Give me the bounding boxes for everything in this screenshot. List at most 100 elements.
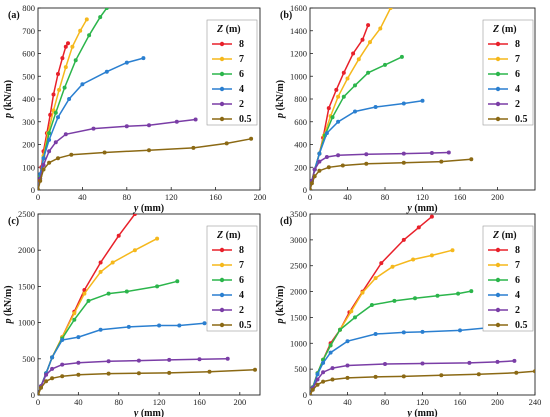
legend-entry: 2	[239, 99, 244, 110]
x-axis-label: y (mm)	[133, 203, 164, 214]
data-point	[47, 131, 52, 136]
data-point	[401, 160, 406, 165]
series-line-z2	[38, 358, 228, 395]
data-point	[147, 123, 151, 128]
y-tick-label: 2000	[290, 287, 307, 297]
y-axis-label: p (kN/m)	[275, 80, 286, 119]
data-point	[310, 181, 314, 186]
data-point	[345, 375, 350, 380]
data-point	[124, 60, 129, 65]
x-tick-label: 160	[193, 397, 206, 407]
data-point	[469, 289, 474, 294]
data-point	[368, 40, 372, 45]
data-point	[326, 106, 331, 111]
y-tick-label: 1500	[18, 281, 35, 291]
x-axis-label: y (mm)	[133, 408, 164, 417]
legend-entry: 2	[239, 305, 244, 316]
legend-marker	[495, 307, 501, 313]
y-tick-label: 1400	[290, 26, 307, 36]
data-point	[390, 264, 395, 269]
x-tick-label: 200	[491, 397, 504, 407]
data-point	[56, 156, 60, 161]
data-point	[69, 152, 74, 157]
data-point	[429, 151, 434, 155]
data-point	[469, 157, 474, 162]
data-point	[310, 188, 312, 190]
data-point	[338, 327, 342, 332]
legend-marker	[219, 292, 225, 298]
data-point	[106, 359, 111, 364]
data-point	[429, 253, 434, 258]
legend-title: Z (m)	[216, 230, 241, 241]
series-group	[310, 8, 474, 190]
data-point	[435, 293, 440, 298]
y-tick-label: 1000	[290, 71, 307, 81]
data-point	[51, 92, 56, 97]
data-point	[321, 360, 326, 365]
data-point	[420, 329, 425, 334]
data-point	[345, 363, 350, 368]
data-point	[56, 72, 60, 76]
data-point	[72, 311, 77, 316]
data-point	[312, 167, 317, 172]
data-point	[360, 37, 365, 42]
y-tick-label: 0	[303, 390, 307, 400]
legend-entry: 7	[239, 54, 244, 65]
data-point	[495, 359, 500, 364]
y-tick-label: 200	[22, 140, 35, 150]
data-point	[310, 393, 312, 395]
y-tick-label: 1000	[290, 338, 307, 348]
x-tick-label: 80	[381, 192, 390, 202]
y-tick-label: 1500	[290, 312, 307, 322]
data-point	[450, 248, 455, 253]
y-tick-label: 100	[22, 162, 35, 172]
series-group	[310, 214, 535, 395]
data-point	[373, 332, 378, 336]
data-point	[330, 377, 335, 382]
data-point	[467, 360, 472, 365]
data-point	[102, 150, 107, 155]
series-line-z6	[310, 56, 403, 190]
series-group	[38, 8, 254, 190]
data-point	[53, 140, 58, 145]
legend-entry: 8	[239, 245, 244, 256]
data-point	[44, 379, 49, 384]
series-line-z4	[38, 57, 144, 190]
data-point	[324, 155, 329, 159]
y-tick-label: 200	[294, 162, 307, 172]
data-point	[116, 233, 121, 238]
data-point	[315, 372, 320, 377]
legend-marker	[219, 86, 225, 92]
y-tick-label: 3500	[290, 209, 307, 219]
data-point	[38, 178, 43, 183]
data-point	[345, 76, 350, 81]
data-point	[98, 260, 103, 265]
data-point	[136, 371, 141, 376]
y-tick-label: 400	[294, 140, 307, 150]
data-point	[249, 136, 254, 141]
legend-marker	[495, 277, 501, 283]
panel-label: (c)	[8, 216, 19, 227]
data-point	[132, 248, 137, 253]
legend-marker	[219, 307, 225, 313]
data-point	[364, 161, 369, 166]
x-tick-label: 120	[416, 192, 429, 202]
x-tick-label: 40	[74, 397, 83, 407]
data-point	[328, 343, 333, 348]
panel-label: (a)	[8, 10, 20, 21]
data-point	[413, 296, 417, 301]
data-point	[207, 369, 212, 374]
data-point	[401, 374, 406, 379]
data-point	[63, 44, 68, 49]
data-point	[456, 291, 461, 296]
legend-marker	[495, 41, 501, 47]
legend: Z (m) 8 7 6 4 2 0.5	[206, 19, 258, 126]
x-tick-label: 120	[416, 397, 429, 407]
data-point	[63, 65, 68, 70]
y-tick-label: 0	[31, 185, 35, 195]
legend-title: Z (m)	[216, 24, 241, 35]
data-point	[336, 94, 341, 99]
data-point	[76, 372, 81, 377]
series-line-z0_5	[310, 158, 472, 190]
